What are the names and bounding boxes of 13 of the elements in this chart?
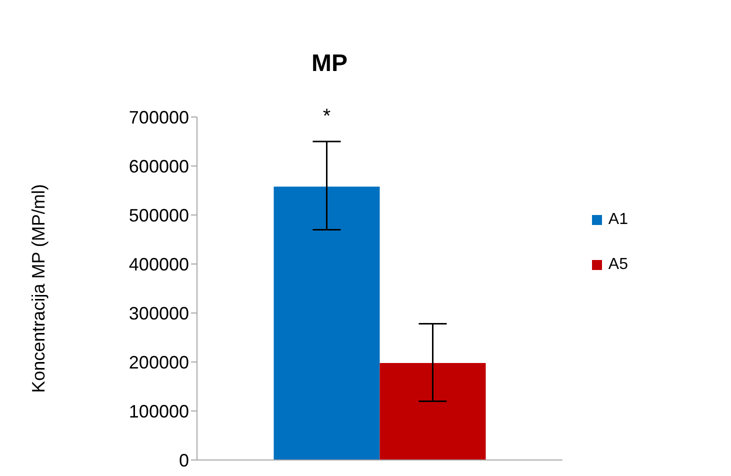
- legend-label: A1: [607, 210, 628, 230]
- annotation: *: [322, 105, 331, 128]
- y-tick-label: 500000: [128, 205, 189, 226]
- y-axis-title: Koncentracija MP (MP/ml): [28, 184, 48, 393]
- y-tick-label: 400000: [128, 254, 189, 274]
- y-tick-label: 200000: [128, 352, 189, 372]
- legend-label: A5: [607, 254, 628, 274]
- y-tick-label: 100000: [128, 401, 189, 422]
- y-tick-label: 0: [178, 450, 189, 470]
- y-tick-label: 300000: [128, 303, 189, 324]
- y-tick-label: 700000: [128, 107, 189, 128]
- y-tick-label: 600000: [128, 156, 189, 176]
- chart-title: MP: [310, 50, 348, 78]
